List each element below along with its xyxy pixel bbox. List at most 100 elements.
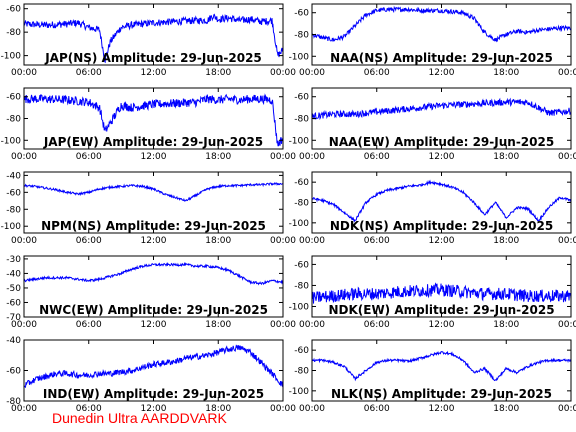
x-tick-label: 06:00 (364, 152, 390, 162)
panel-naa-ns: -60 -80 -100 00:00 06:00 12:00 18:00 00:00 NAA(N… (289, 3, 576, 78)
y-tick-label: -60 (6, 93, 21, 103)
trace-nwc-ew (23, 261, 284, 286)
y-tick-label: -80 (294, 115, 309, 125)
x-tick-label: 00:00 (299, 236, 325, 246)
y-tick-label: -40 (6, 171, 21, 181)
trace-ind-ew (23, 344, 284, 389)
x-tick-label: 06:00 (76, 320, 102, 330)
panel-title: NWC(EW) Amplitude: 29-Jun-2025 (39, 303, 268, 317)
x-tick-label: 12:00 (141, 404, 167, 414)
panel-title: NAA(NS) Amplitude: 29-Jun-2025 (330, 51, 553, 65)
x-tick-label: 06:00 (364, 404, 390, 414)
x-tick-label: 00:00 (558, 320, 576, 330)
panel-npm-ns: -40 -60 -80 -100 00:00 06:00 12:00 18:00 00:00 NP… (1, 171, 297, 246)
y-tick-label: -60 (294, 260, 309, 270)
x-tick-label: 00:00 (11, 320, 37, 330)
panel-jap-ew: -60 -80 -100 00:00 06:00 12:00 18:00 00:00 JAP(E… (1, 87, 296, 162)
panel-title: NLK(NS) Amplitude: 29-Jun-2025 (331, 387, 552, 401)
y-tick-label: -60 (6, 5, 21, 15)
y-tick-label: -100 (289, 136, 310, 146)
trace-jap-ns (23, 13, 284, 64)
x-tick-label: 00:00 (558, 404, 576, 414)
x-tick-label: 00:00 (270, 68, 296, 78)
trace-jap-ew (23, 93, 284, 147)
x-tick-label: 00:00 (11, 68, 37, 78)
y-tick-label: -100 (1, 222, 22, 232)
x-tick-label: 12:00 (429, 68, 455, 78)
y-tick-label: -50 (6, 284, 21, 294)
x-tick-label: 00:00 (11, 236, 37, 246)
y-tick-label: -80 (294, 281, 309, 291)
x-tick-label: 18:00 (493, 236, 519, 246)
trace-nlk-ns (311, 350, 572, 382)
x-tick-label: 18:00 (493, 404, 519, 414)
x-tick-label: 12:00 (141, 236, 167, 246)
panel-title: NAA(EW) Amplitude: 29-Jun-2025 (329, 135, 554, 149)
x-tick-label: 12:00 (429, 320, 455, 330)
y-tick-label: -100 (289, 387, 310, 397)
panel-title: JAP(EW) Amplitude: 29-Jun-2025 (43, 135, 263, 149)
y-tick-label: -80 (294, 199, 309, 209)
y-tick-label: -60 (294, 9, 309, 19)
panel-title: NDK(NS) Amplitude: 29-Jun-2025 (330, 219, 553, 233)
y-tick-label: -80 (294, 367, 309, 377)
y-tick-label: -60 (294, 346, 309, 356)
x-tick-label: 00:00 (299, 68, 325, 78)
x-tick-label: 00:00 (270, 236, 296, 246)
x-tick-label: 06:00 (76, 68, 102, 78)
y-tick-label: -40 (6, 269, 21, 279)
y-tick-label: -80 (6, 28, 21, 38)
trace-naa-ns (311, 5, 571, 43)
x-tick-label: 00:00 (270, 320, 296, 330)
y-tick-label: -60 (294, 178, 309, 188)
x-tick-label: 00:00 (299, 404, 325, 414)
y-tick-label: -80 (294, 31, 309, 41)
y-tick-label: -80 (6, 205, 21, 215)
y-tick-label: -100 (289, 52, 310, 62)
y-tick-label: -80 (6, 397, 21, 407)
x-tick-label: 18:00 (493, 320, 519, 330)
panel-naa-ew: -60 -80 -100 00:00 06:00 12:00 18:00 00:00 NAA(E… (289, 87, 576, 162)
x-tick-label: 00:00 (11, 404, 37, 414)
y-tick-label: -80 (6, 115, 21, 125)
x-tick-label: 06:00 (76, 404, 102, 414)
x-tick-label: 00:00 (299, 152, 325, 162)
x-tick-label: 18:00 (493, 152, 519, 162)
x-tick-label: 18:00 (205, 152, 231, 162)
x-tick-label: 18:00 (493, 68, 519, 78)
y-tick-label: -60 (294, 93, 309, 103)
x-tick-label: 06:00 (364, 236, 390, 246)
panel-ndk-ns: -60 -80 -100 00:00 06:00 12:00 18:00 00:00 NDK(N… (289, 171, 576, 246)
x-tick-label: 12:00 (141, 68, 167, 78)
x-tick-label: 18:00 (205, 236, 231, 246)
x-tick-label: 00:00 (270, 404, 296, 414)
x-tick-label: 00:00 (558, 152, 576, 162)
panel-title: NPM(NS) Amplitude: 29-Jun-2025 (41, 219, 266, 233)
x-tick-label: 12:00 (429, 404, 455, 414)
y-tick-label: -100 (1, 136, 22, 146)
y-tick-label: -70 (6, 313, 21, 323)
trace-ndk-ns (311, 179, 571, 223)
y-tick-label: -30 (6, 255, 21, 265)
x-tick-label: 18:00 (205, 320, 231, 330)
x-tick-label: 00:00 (270, 152, 296, 162)
y-tick-label: -100 (1, 52, 22, 62)
panel-nlk-ns: -60 -80 -100 00:00 06:00 12:00 18:00 00:00 NLK(N… (289, 339, 576, 414)
panel-ndk-ew: -60-80-10000:0006:0012:0018:0000:00NDK(E… (289, 255, 576, 330)
y-tick-label: -40 (6, 336, 21, 346)
panel-title: IND(EW) Amplitude: 29-Jun-2025 (43, 387, 264, 401)
x-tick-label: 00:00 (558, 236, 576, 246)
trace-naa-ew (311, 97, 572, 121)
x-tick-label: 06:00 (364, 320, 390, 330)
x-tick-label: 00:00 (11, 152, 37, 162)
x-tick-label: 06:00 (364, 68, 390, 78)
x-tick-label: 18:00 (205, 68, 231, 78)
footer-label: Dunedin Ultra AARDDVARK (52, 410, 227, 426)
panel-jap-ns: -60 -80 -100 00:00 06:00 12:00 18:00 00:00 JAP(N… (1, 3, 296, 78)
panel-title: NDK(EW) Amplitude: 29-Jun-2025 (328, 303, 554, 317)
x-tick-label: 12:00 (429, 152, 455, 162)
x-tick-label: 06:00 (76, 152, 102, 162)
x-tick-label: 12:00 (141, 152, 167, 162)
